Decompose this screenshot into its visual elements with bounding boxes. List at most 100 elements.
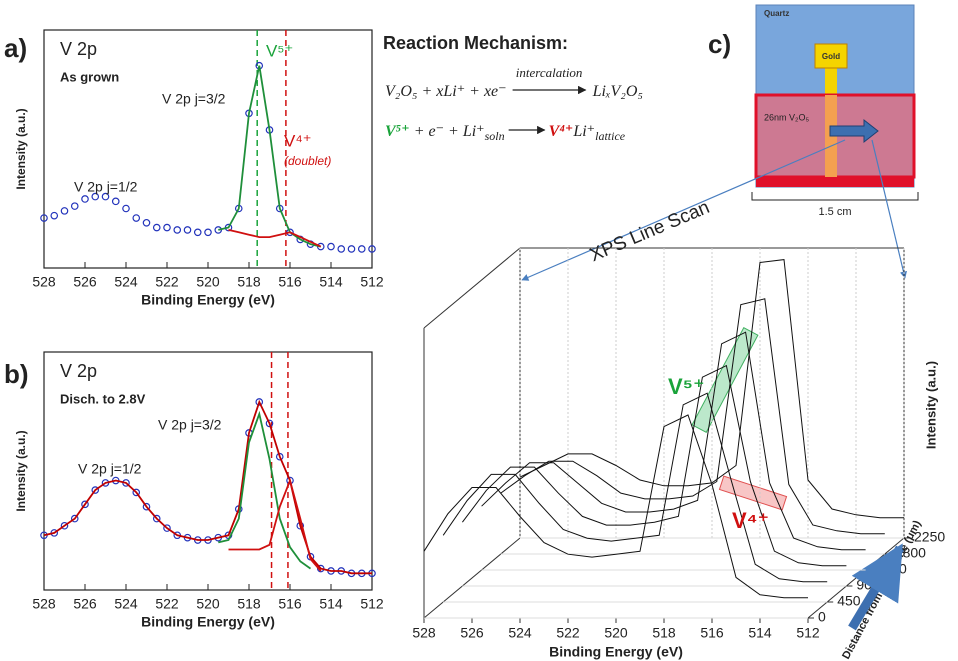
z-arrow xyxy=(848,543,904,631)
x-tick-label: 520 xyxy=(196,274,220,290)
fit-line xyxy=(218,65,322,248)
equation-part: LiₓV₂O₅ xyxy=(592,83,643,100)
equation-part: lattice xyxy=(595,129,626,143)
x-axis-title: Binding Energy (eV) xyxy=(141,614,275,630)
data-point xyxy=(50,211,59,220)
y-axis-title: Intensity (a.u.) xyxy=(14,430,28,511)
equation-part: Li⁺ xyxy=(572,123,595,140)
annotation: V 2p j=3/2 xyxy=(162,91,226,107)
reaction-title: Reaction Mechanism: xyxy=(383,33,568,53)
x-tick-label: 520 xyxy=(196,596,220,612)
data-point xyxy=(368,245,376,253)
fit-line xyxy=(218,410,312,570)
x-tick-label: 512 xyxy=(360,596,384,612)
arrow-label: intercalation xyxy=(516,65,583,80)
scale-label: 1.5 cm xyxy=(818,206,851,218)
x-tick-label: 522 xyxy=(155,596,179,612)
x-tick-label: 512 xyxy=(796,625,820,641)
axis-box xyxy=(423,537,521,619)
x-tick-label: 526 xyxy=(460,625,484,641)
fit-line xyxy=(228,477,322,572)
data-point xyxy=(183,226,192,234)
scale-bracket xyxy=(751,192,919,201)
annotation: V 2p j=1/2 xyxy=(74,179,138,195)
connector xyxy=(871,139,907,279)
data-point xyxy=(70,514,79,523)
x-tick-label: 522 xyxy=(155,274,179,290)
data-point xyxy=(70,202,79,210)
electrode-label: Gold xyxy=(822,52,840,61)
equation-part: soln xyxy=(485,129,505,143)
x-tick-label: 514 xyxy=(748,625,772,641)
data-point xyxy=(327,242,335,251)
equation-part: V⁴⁺ xyxy=(549,123,574,140)
data-point xyxy=(60,207,69,215)
annotation: V⁵⁺ xyxy=(668,374,705,399)
trace xyxy=(519,259,904,519)
electrode-pad xyxy=(814,43,848,69)
data-point xyxy=(163,223,171,232)
fit-line xyxy=(43,399,372,575)
annotation: V 2p xyxy=(60,361,97,381)
z-tick-label: 450 xyxy=(837,593,861,609)
x-tick-label: 518 xyxy=(652,625,676,641)
z-tick-label: 2250 xyxy=(914,529,945,545)
data-point xyxy=(152,514,161,523)
x-axis-title: Binding Energy (eV) xyxy=(141,292,275,308)
indicator xyxy=(691,327,759,433)
x-tick-label: 528 xyxy=(32,274,56,290)
plot-frame xyxy=(43,29,373,269)
data-point xyxy=(81,195,89,203)
data-point xyxy=(337,245,346,253)
data-point xyxy=(122,204,130,213)
data-point xyxy=(132,214,141,222)
data-point xyxy=(357,245,366,253)
annotation: V 2p j=1/2 xyxy=(78,461,142,477)
x-tick-label: 514 xyxy=(319,274,343,290)
scan-arrow xyxy=(829,118,879,144)
film-label: 26nm V₂O₅ xyxy=(764,112,810,122)
data-point xyxy=(81,500,89,509)
equation: V₂O₅ + xLi⁺ + xe⁻ LiₓV₂O₅ xyxy=(385,83,643,100)
data-point xyxy=(173,226,182,234)
x-tick-label: 524 xyxy=(508,625,532,641)
z-tick-label: 0 xyxy=(818,609,826,625)
x-tick-label: 526 xyxy=(73,274,97,290)
connector xyxy=(521,139,846,281)
indicator xyxy=(718,475,788,511)
x-tick-label: 520 xyxy=(604,625,628,641)
x-tick-label: 516 xyxy=(278,596,302,612)
data-point xyxy=(204,228,212,237)
data-point xyxy=(347,245,356,253)
trace xyxy=(423,414,808,599)
data-point xyxy=(91,192,100,201)
panel-label: c) xyxy=(708,29,731,59)
annotation: V 2p j=3/2 xyxy=(158,417,222,433)
x-tick-label: 524 xyxy=(114,596,138,612)
x-tick-label: 526 xyxy=(73,596,97,612)
data-point xyxy=(193,228,202,237)
y-axis-title: Intensity (a.u.) xyxy=(14,108,28,189)
axis-box xyxy=(423,247,521,329)
x-tick-label: 514 xyxy=(319,596,343,612)
trace xyxy=(500,298,885,535)
trace xyxy=(462,364,847,567)
x-tick-label: 516 xyxy=(278,274,302,290)
panel-label: b) xyxy=(4,359,29,389)
annotation: V⁴⁺ xyxy=(284,131,312,150)
data-point xyxy=(101,192,110,201)
annotation: V 2p xyxy=(60,39,97,59)
data-point xyxy=(265,419,274,428)
x-tick-label: 512 xyxy=(360,274,384,290)
data-point xyxy=(91,486,100,494)
x-tick-label: 524 xyxy=(114,274,138,290)
panel-label: a) xyxy=(4,33,27,63)
trace xyxy=(442,392,828,583)
data-point xyxy=(40,214,48,222)
x-axis-title: Binding Energy (eV) xyxy=(549,644,683,660)
annotation: As grown xyxy=(60,69,119,84)
equation-part: V₂O₅ + xLi⁺ + xe⁻ xyxy=(385,83,507,100)
line-scan-label: XPS Line Scan xyxy=(587,197,713,266)
data-point xyxy=(60,521,69,530)
equation-part: V⁵⁺ xyxy=(385,123,410,140)
